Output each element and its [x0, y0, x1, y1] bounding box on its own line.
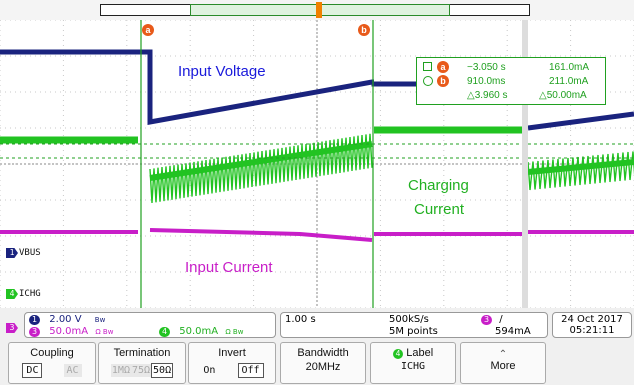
cursor-a-readout-row: a −3.050 s 161.0mA [417, 61, 607, 74]
cursor-a-badge[interactable]: a [142, 24, 154, 36]
channel-scale-panel[interactable]: 1 2.00 V Bw 3 50.0mA Ω Bw 4 50.0mA Ω Bw [24, 312, 276, 338]
traces [0, 49, 634, 242]
date-time-panel: 24 Oct 2017 05:21:11 [552, 312, 632, 338]
cursor-delta-time: △3.960 s [467, 90, 508, 101]
ch1-scale: 2.00 V [49, 314, 82, 325]
ichg-trace-segment-4 [527, 159, 634, 175]
label-title: Label [406, 347, 434, 359]
label-title-row: 4 Label [371, 347, 455, 359]
vbus-channel-tag[interactable]: 1 VBUS [6, 248, 41, 258]
cursor-readout-panel: a −3.050 s 161.0mA b 910.0ms 211.0mA △3.… [416, 57, 606, 105]
input-voltage-label: Input Voltage [178, 63, 266, 80]
invert-on-option[interactable]: On [203, 365, 216, 376]
ch1-scale-row[interactable]: 1 2.00 V Bw [29, 314, 105, 325]
ch3-scale: 50.0mA [49, 326, 89, 337]
ch4-marker-icon: 4 [6, 289, 18, 299]
ch3-scale-row[interactable]: 3 50.0mA Ω Bw [29, 326, 113, 337]
bandwidth-menu[interactable]: Bandwidth 20MHz [280, 342, 366, 384]
bandwidth-title: Bandwidth [297, 347, 349, 359]
invert-title: Invert [218, 347, 246, 359]
trigger-slope-icon: / [499, 314, 503, 325]
cursor-a-time: −3.050 s [467, 62, 506, 73]
waveform-display[interactable]: a b Input Voltage Charging Current Input… [0, 20, 634, 308]
input-current-trace-segment-2 [149, 228, 373, 242]
cursor-delta-readout-row: △3.960 s △50.00mA [417, 89, 607, 102]
cursor-b-badge[interactable]: b [358, 24, 370, 36]
time: 05:21:11 [569, 325, 615, 336]
cursor-a-small-badge: a [437, 61, 449, 73]
timebase: 1.00 s [285, 314, 316, 325]
ch3-marker-icon: 3 [6, 323, 18, 333]
ch1-bw-limit-icon: Bw [94, 316, 106, 324]
invert-menu[interactable]: Invert On Off [188, 342, 276, 384]
vbus-tag-name: VBUS [19, 248, 41, 258]
ch4-badge: 4 [159, 327, 171, 337]
label-menu[interactable]: 4 Label ICHG [370, 342, 456, 384]
termination-1mohm-option[interactable]: 1MΩ [110, 364, 131, 377]
record-points: 5M points [389, 326, 438, 337]
cursor-b-time: 910.0ms [467, 76, 506, 87]
vbus-trace-segment-4 [527, 111, 634, 131]
ichg-ripple-segment-2 [149, 133, 373, 204]
ichg-channel-tag[interactable]: 4 ICHG [6, 289, 41, 299]
record-overview-bar [0, 0, 634, 20]
more-title: More [490, 360, 516, 372]
ch4-scale: 50.0mA [179, 326, 219, 337]
more-caret-icon: ⌃ [498, 349, 508, 360]
cursor-delta-value: △50.00mA [539, 90, 587, 101]
cursor-b-value: 211.0mA [549, 76, 589, 87]
ch4-scale-row[interactable]: 4 50.0mA Ω Bw [159, 326, 243, 337]
date: 24 Oct 2017 [561, 314, 623, 325]
invert-off-option[interactable]: Off [237, 363, 264, 378]
input-current-label: Input Current [185, 259, 273, 276]
trigger-channel-badge: 3 [481, 315, 493, 325]
cursor-b-readout-row: b 910.0ms 211.0mA [417, 75, 607, 88]
ch1-badge: 1 [29, 315, 41, 325]
coupling-ac-option[interactable]: AC [63, 364, 82, 377]
ch4-flags-icon: Ω Bw [225, 328, 244, 336]
charging-current-label-line1: Charging [408, 177, 469, 194]
termination-menu[interactable]: Termination 1MΩ 75Ω 50Ω [98, 342, 186, 384]
trigger-source-row: 3 / [481, 314, 503, 325]
termination-75ohm-option[interactable]: 75Ω [130, 364, 152, 377]
label-value: ICHG [400, 361, 426, 372]
ichg-tag-name: ICHG [19, 289, 41, 299]
cursor-circle-icon [423, 76, 433, 86]
ch3-ground-tag[interactable]: 3 [6, 323, 19, 333]
ch1-marker-icon: 1 [6, 248, 18, 258]
cursor-a-value: 161.0mA [549, 62, 590, 73]
label-ch4-badge: 4 [392, 349, 404, 359]
coupling-dc-option[interactable]: DC [22, 363, 43, 378]
acquisition-panel[interactable]: 1.00 s 500kS/s 5M points 3 / 594mA [280, 312, 548, 338]
trigger-level: 594mA [495, 326, 531, 337]
coupling-menu[interactable]: Coupling DC AC [8, 342, 96, 384]
ch3-badge: 3 [29, 327, 41, 337]
bandwidth-value: 20MHz [305, 361, 341, 373]
cursor-b-small-badge: b [437, 75, 449, 87]
termination-title: Termination [113, 347, 171, 359]
more-menu[interactable]: ⌃ More [460, 342, 546, 384]
cursor-square-icon [423, 62, 432, 71]
ch3-flags-icon: Ω Bw [95, 328, 114, 336]
termination-50ohm-option[interactable]: 50Ω [151, 363, 174, 378]
charging-current-label-line2: Current [414, 201, 465, 218]
coupling-title: Coupling [30, 347, 74, 359]
trigger-position-marker[interactable] [316, 2, 322, 18]
ichg-ripple-segment-4 [527, 151, 634, 191]
ichg-trace-segment-2 [149, 141, 373, 181]
sample-rate: 500kS/s [389, 314, 429, 325]
